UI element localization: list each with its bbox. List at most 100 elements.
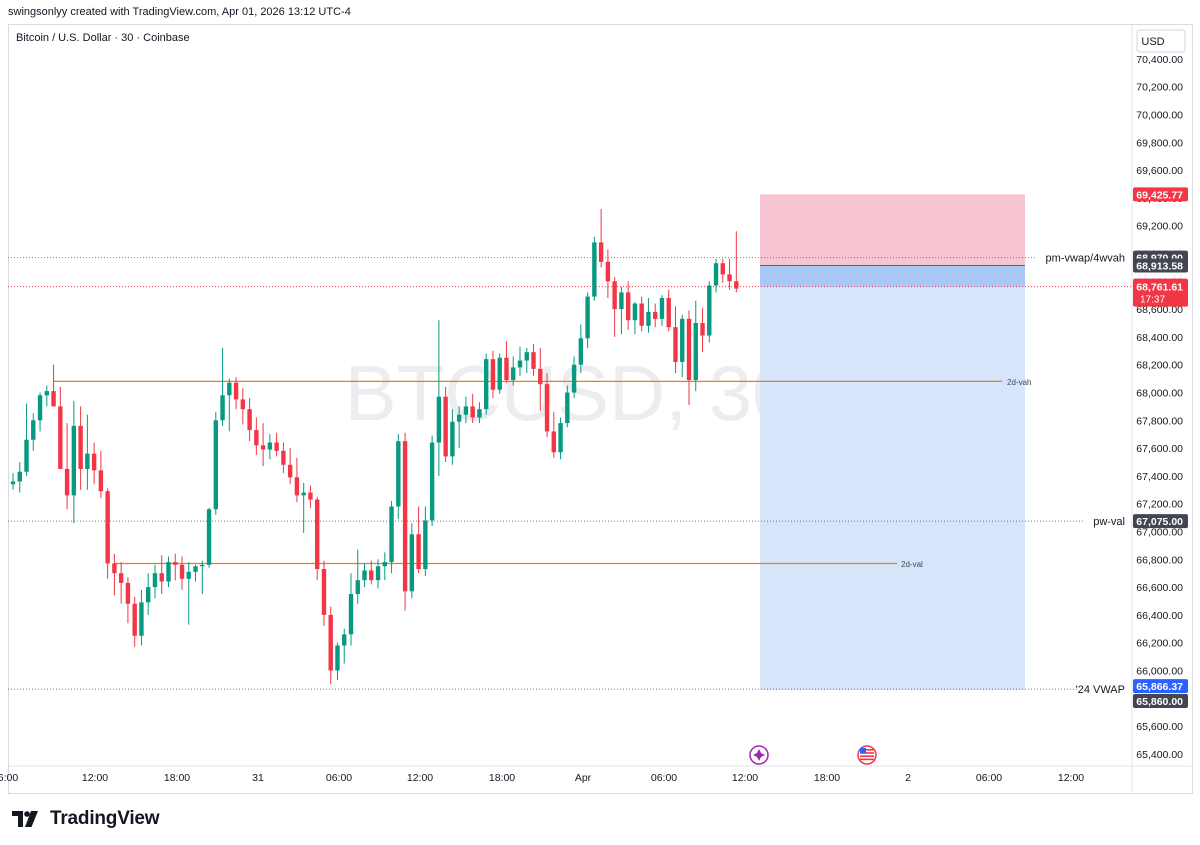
target-price-badge[interactable]: 69,425.77 [1133, 187, 1188, 202]
candle[interactable] [551, 411, 556, 458]
candle[interactable] [112, 553, 117, 596]
candle[interactable] [402, 432, 408, 611]
price-axis[interactable]: USD 70,400.00 70,200.00 70,000.00 69,800.00… [1131, 25, 1188, 792]
candle[interactable] [544, 373, 550, 437]
candle[interactable] [193, 564, 198, 582]
candle[interactable] [71, 400, 77, 524]
tradingview-logo[interactable]: TradingView [12, 808, 160, 830]
candle[interactable] [362, 563, 367, 588]
candle[interactable] [734, 231, 739, 293]
candle[interactable] [497, 353, 502, 394]
candle[interactable] [558, 417, 563, 460]
candle[interactable] [287, 448, 293, 485]
candle[interactable] [85, 414, 90, 490]
candle[interactable] [625, 281, 631, 330]
candle[interactable] [125, 577, 131, 624]
candle[interactable] [450, 409, 455, 465]
candle[interactable] [511, 356, 516, 386]
entry-price-badge[interactable]: 68,913.58 [1133, 258, 1188, 273]
candle[interactable] [315, 496, 320, 581]
candle[interactable] [227, 378, 232, 432]
candle[interactable] [619, 286, 624, 335]
candle[interactable] [64, 423, 70, 510]
candle[interactable] [274, 432, 279, 457]
candle[interactable] [98, 450, 104, 499]
candle[interactable] [281, 442, 286, 474]
candle[interactable] [105, 488, 110, 579]
candle[interactable] [132, 596, 137, 647]
candle[interactable] [416, 506, 421, 574]
candle[interactable] [524, 348, 529, 374]
candle[interactable] [565, 385, 570, 428]
candle[interactable] [470, 393, 475, 424]
candle[interactable] [369, 560, 374, 585]
candle[interactable] [429, 435, 435, 526]
candle[interactable] [700, 307, 705, 353]
candle[interactable] [37, 392, 43, 432]
candle[interactable] [328, 606, 333, 685]
candle[interactable] [382, 552, 387, 581]
candle[interactable] [646, 297, 651, 333]
candle[interactable] [592, 236, 597, 301]
candle[interactable] [659, 295, 665, 326]
candle[interactable] [680, 314, 685, 378]
candle[interactable] [423, 506, 428, 576]
candle[interactable] [396, 434, 401, 519]
candle[interactable] [348, 573, 354, 646]
candle[interactable] [58, 386, 63, 469]
candle[interactable] [632, 302, 638, 335]
candle[interactable] [335, 642, 340, 681]
candle[interactable] [686, 310, 692, 406]
candle[interactable] [517, 346, 523, 376]
candle[interactable] [186, 562, 191, 625]
candle[interactable] [484, 353, 489, 415]
candle[interactable] [693, 300, 698, 392]
candle[interactable] [240, 388, 246, 425]
candle[interactable] [727, 259, 732, 290]
candle[interactable] [456, 406, 462, 449]
candle[interactable] [355, 549, 360, 604]
earnings-sparkle-icon[interactable] [749, 745, 769, 765]
candle[interactable] [260, 423, 266, 467]
candle[interactable] [267, 434, 273, 460]
candle[interactable] [17, 462, 22, 493]
candle[interactable] [490, 350, 496, 399]
candle[interactable] [443, 386, 448, 462]
candle[interactable] [179, 556, 185, 590]
candle[interactable] [44, 385, 49, 407]
candle[interactable] [31, 413, 36, 451]
candle[interactable] [538, 348, 543, 411]
candle[interactable] [118, 562, 124, 604]
stop-price-badge[interactable]: 65,860.00 [1133, 693, 1188, 708]
candle[interactable] [653, 303, 658, 328]
candle[interactable] [213, 411, 218, 515]
candle[interactable] [531, 343, 536, 376]
candle[interactable] [206, 507, 212, 568]
candle[interactable] [639, 296, 644, 332]
candle[interactable] [200, 560, 205, 595]
candle[interactable] [504, 341, 509, 383]
candle[interactable] [78, 406, 83, 490]
candle[interactable] [477, 402, 482, 424]
candle[interactable] [409, 523, 415, 599]
candle[interactable] [247, 398, 252, 442]
candle[interactable] [598, 209, 604, 268]
candle[interactable] [713, 259, 719, 293]
stop-zone[interactable] [760, 265, 1025, 690]
candle[interactable] [673, 306, 678, 374]
candle[interactable] [294, 457, 300, 503]
time-axis[interactable]: 6:00 12:00 18:00 31 06:00 12:00 18:00 Apr 06:00 1… [0, 765, 1191, 784]
candle[interactable] [707, 281, 712, 343]
candle[interactable] [720, 259, 725, 283]
candle[interactable] [571, 356, 577, 399]
candle[interactable] [173, 553, 178, 581]
candle[interactable] [51, 364, 56, 407]
vwap24-badge[interactable]: 65,866.37 [1133, 679, 1188, 694]
candle[interactable] [10, 473, 16, 490]
candle[interactable] [375, 559, 381, 589]
symbol-title[interactable]: Bitcoin / U.S. Dollar · 30 · Coinbase [16, 32, 190, 44]
candle[interactable] [436, 320, 442, 476]
target-zone[interactable] [760, 194, 1025, 266]
candle[interactable] [666, 289, 671, 332]
